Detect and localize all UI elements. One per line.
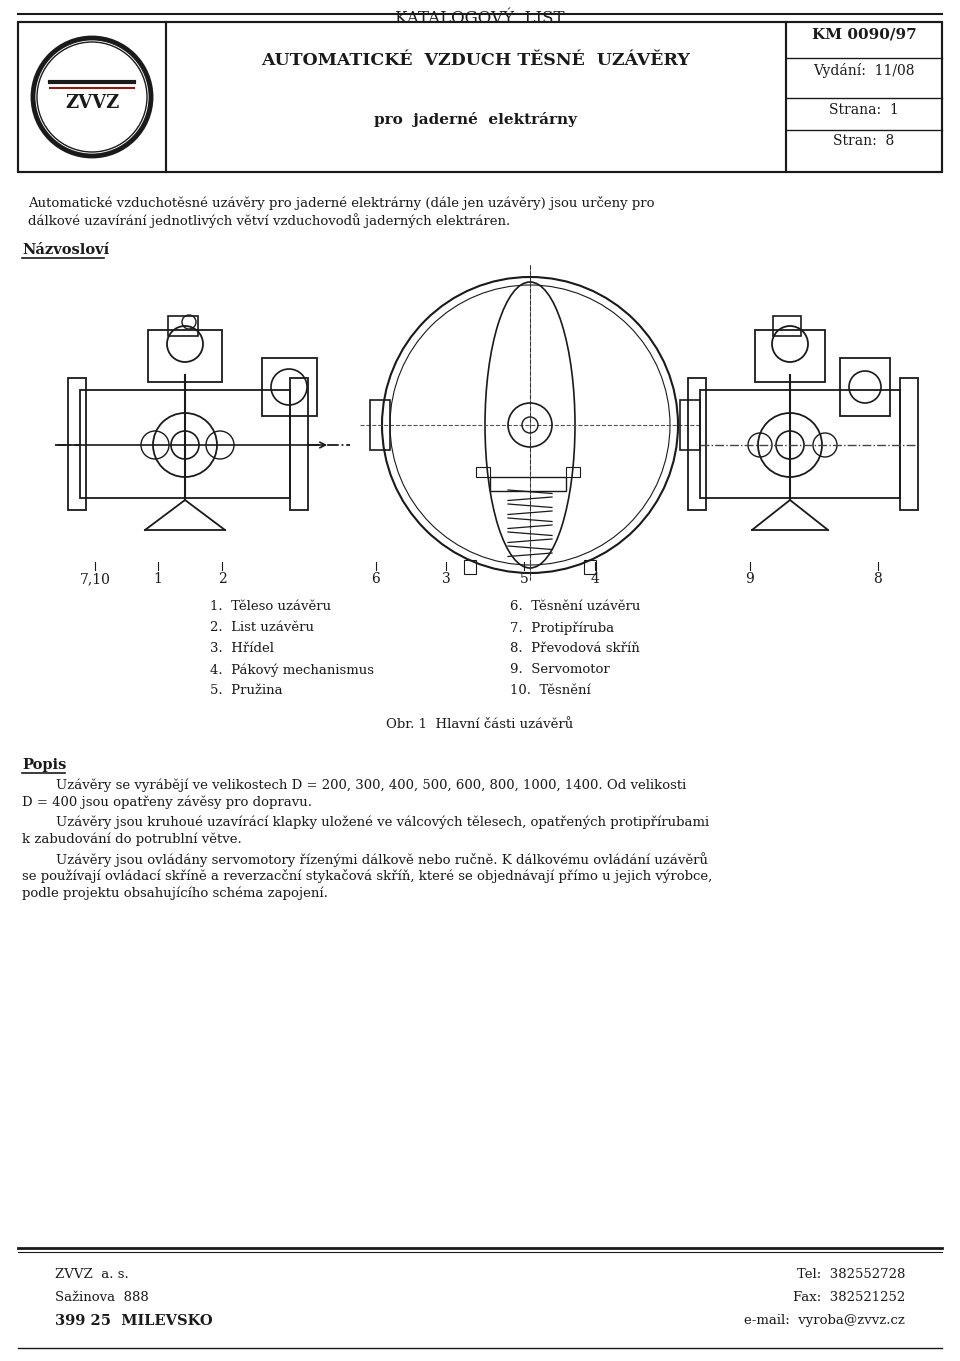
Text: Sažinova  888: Sažinova 888 xyxy=(55,1292,149,1304)
Text: 6.  Těsnění uzávěru: 6. Těsnění uzávěru xyxy=(510,600,640,612)
Text: 9.  Servomotor: 9. Servomotor xyxy=(510,663,610,676)
Text: pro  jaderné  elektrárny: pro jaderné elektrárny xyxy=(374,112,578,127)
Bar xyxy=(700,391,900,498)
Text: 9: 9 xyxy=(746,572,755,587)
Text: 2.  List uzávěru: 2. List uzávěru xyxy=(210,621,314,634)
Bar xyxy=(755,329,825,382)
Bar xyxy=(148,329,222,382)
Text: KATALOGOVÝ  LIST: KATALOGOVÝ LIST xyxy=(396,10,564,27)
Text: 1.  Těleso uzávěru: 1. Těleso uzávěru xyxy=(210,600,331,612)
Text: 2: 2 xyxy=(218,572,227,587)
Bar xyxy=(262,358,317,416)
Text: AUTOMATICKÉ  VZDUCH TĚSNÉ  UZÁVĚRY: AUTOMATICKÉ VZDUCH TĚSNÉ UZÁVĚRY xyxy=(261,52,690,69)
Text: Automatické vzduchotěsné uzávěry pro jaderné elektrárny (dále jen uzávěry) jsou : Automatické vzduchotěsné uzávěry pro jad… xyxy=(28,196,655,210)
Text: 5.  Pružina: 5. Pružina xyxy=(210,685,282,697)
Text: 4: 4 xyxy=(590,572,599,587)
Text: 7,10: 7,10 xyxy=(80,572,110,587)
Bar xyxy=(566,467,580,476)
Text: ZVVZ  a. s.: ZVVZ a. s. xyxy=(55,1268,129,1281)
Bar xyxy=(68,378,86,510)
Bar xyxy=(166,22,786,171)
Bar xyxy=(290,378,308,510)
Bar xyxy=(168,316,198,336)
Text: 10.  Těsnění: 10. Těsnění xyxy=(510,685,590,697)
Text: 6: 6 xyxy=(372,572,380,587)
Text: Popis: Popis xyxy=(22,758,66,772)
Bar xyxy=(773,316,801,336)
Text: 399 25  MILEVSKO: 399 25 MILEVSKO xyxy=(55,1313,212,1328)
Bar xyxy=(490,476,566,491)
Text: 8.  Převodová skříň: 8. Převodová skříň xyxy=(510,642,639,655)
Bar xyxy=(840,358,890,416)
Text: Strana:  1: Strana: 1 xyxy=(829,103,899,117)
Text: Fax:  382521252: Fax: 382521252 xyxy=(793,1292,905,1304)
Bar xyxy=(786,22,942,171)
Text: Uzávěry jsou ovládány servomotory řízenými dálkově nebo ručně. K dálkovému ovlád: Uzávěry jsou ovládány servomotory řízený… xyxy=(22,852,708,867)
Bar xyxy=(900,378,918,510)
Text: D = 400 jsou opatřeny závěsy pro dopravu.: D = 400 jsou opatřeny závěsy pro dopravu… xyxy=(22,795,312,808)
Text: k zabudování do potrublní větve.: k zabudování do potrublní větve. xyxy=(22,832,242,845)
Text: se používají ovládací skříně a reverzacční stykačová skříň, které se objednávají: se používají ovládací skříně a reverzacč… xyxy=(22,870,712,883)
Text: 7.  Protipříruba: 7. Protipříruba xyxy=(510,621,614,634)
Bar xyxy=(80,391,290,498)
Bar xyxy=(18,22,166,171)
Text: Uzávěry se vyrábějí ve velikostech D = 200, 300, 400, 500, 600, 800, 1000, 1400.: Uzávěry se vyrábějí ve velikostech D = 2… xyxy=(22,778,686,792)
Text: dálkové uzavírání jednotlivých větví vzduchovodů jaderných elektráren.: dálkové uzavírání jednotlivých větví vzd… xyxy=(28,214,511,227)
Text: 4.  Pákový mechanismus: 4. Pákový mechanismus xyxy=(210,663,374,676)
Ellipse shape xyxy=(33,38,151,157)
Text: 5: 5 xyxy=(519,572,528,587)
Bar xyxy=(18,22,942,171)
Text: Tel:  382552728: Tel: 382552728 xyxy=(797,1268,905,1281)
Bar xyxy=(584,559,596,574)
Text: podle projektu obsahujícího schéma zapojení.: podle projektu obsahujícího schéma zapoj… xyxy=(22,886,328,900)
Bar xyxy=(688,378,706,510)
Bar xyxy=(464,559,476,574)
Text: KM 0090/97: KM 0090/97 xyxy=(811,27,917,41)
Text: Stran:  8: Stran: 8 xyxy=(833,133,895,148)
Text: 8: 8 xyxy=(874,572,882,587)
Bar xyxy=(476,467,490,476)
Text: e-mail:  vyroba@zvvz.cz: e-mail: vyroba@zvvz.cz xyxy=(744,1313,905,1327)
Text: 3: 3 xyxy=(442,572,450,587)
Text: Obr. 1  Hlavní části uzávěrů: Obr. 1 Hlavní části uzávěrů xyxy=(386,719,574,731)
Text: ZVVZ: ZVVZ xyxy=(65,94,119,112)
Text: Názvosloví: Názvosloví xyxy=(22,244,109,257)
Text: 1: 1 xyxy=(154,572,162,587)
Text: Vydání:  11/08: Vydání: 11/08 xyxy=(813,63,915,78)
Bar xyxy=(370,400,390,450)
Bar xyxy=(680,400,700,450)
Text: Uzávěry jsou kruhoué uzavírácí klapky uložené ve válcových tělesech, opatřených : Uzávěry jsou kruhoué uzavírácí klapky ul… xyxy=(22,815,709,829)
Text: 3.  Hřídel: 3. Hřídel xyxy=(210,642,274,655)
